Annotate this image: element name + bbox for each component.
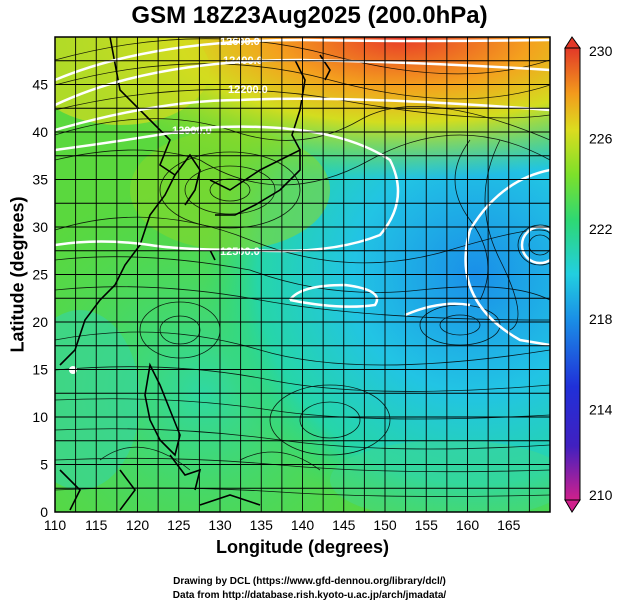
contour-label: 12000.0	[172, 125, 212, 137]
colorbar-tick-label: 222	[589, 221, 613, 237]
x-tick-labels: 110 115 120 125 130 135 140 145 150 155 160 165	[44, 517, 521, 533]
contour-lines	[55, 38, 550, 347]
colorbar-top-arrow	[564, 36, 581, 49]
y-axis-title: Latitude (degrees)	[7, 196, 28, 353]
x-tick-label: 125	[167, 517, 191, 533]
colorbar-tick-label: 214	[589, 402, 613, 418]
map-title: GSM 18Z23Aug2025 (200.0hPa)	[131, 2, 488, 29]
colorbar-tick-label: 230	[589, 43, 613, 59]
y-tick-label: 15	[32, 362, 48, 378]
contour-label: 12200.0	[228, 84, 268, 96]
x-tick-label: 130	[208, 517, 232, 533]
y-tick-label: 40	[32, 124, 48, 140]
y-tick-label: 0	[40, 504, 48, 520]
plot-area	[55, 37, 550, 512]
x-tick-label: 110	[44, 517, 67, 533]
y-tick-labels: 0 5 10 15 20 25 30 35 40 45	[32, 77, 48, 521]
colorbar-tick-label: 226	[589, 130, 613, 146]
y-tick-label: 5	[40, 457, 48, 473]
y-tick-label: 35	[32, 172, 48, 188]
max-marker	[69, 366, 77, 374]
colorbar: 210 214 218 222 226 230	[564, 36, 613, 513]
y-tick-label: 10	[32, 409, 48, 425]
y-tick-label: 45	[32, 77, 48, 93]
x-tick-label: 140	[291, 517, 315, 533]
colorbar-scale	[564, 47, 581, 501]
x-tick-label: 150	[373, 517, 397, 533]
x-tick-label: 115	[85, 517, 108, 533]
x-tick-label: 120	[126, 517, 150, 533]
y-tick-label: 25	[32, 267, 48, 283]
x-tick-label: 160	[456, 517, 480, 533]
x-tick-label: 165	[497, 517, 521, 533]
colorbar-tick-label: 218	[589, 311, 613, 327]
x-axis-title: Longitude (degrees)	[215, 537, 389, 557]
x-tick-label: 155	[415, 517, 439, 533]
grid-lines	[54, 36, 551, 513]
x-tick-label: 135	[250, 517, 274, 533]
colorbar-tick-label: 210	[589, 487, 613, 503]
contour-label: 12600.0	[220, 36, 260, 48]
credit-data: Data from http://database.rish.kyoto-u.a…	[172, 590, 447, 601]
plot-frame	[54, 36, 551, 513]
colorbar-tick-labels: 210 214 218 222 226 230	[589, 43, 613, 503]
y-tick-label: 30	[32, 219, 48, 235]
y-tick-label: 20	[32, 314, 48, 330]
contour-label: 12500.0	[220, 246, 260, 258]
credit-drawing: Drawing by DCL (https://www.gfd-dennou.o…	[173, 576, 446, 587]
colorbar-bottom-arrow	[564, 499, 581, 513]
x-tick-label: 145	[332, 517, 356, 533]
